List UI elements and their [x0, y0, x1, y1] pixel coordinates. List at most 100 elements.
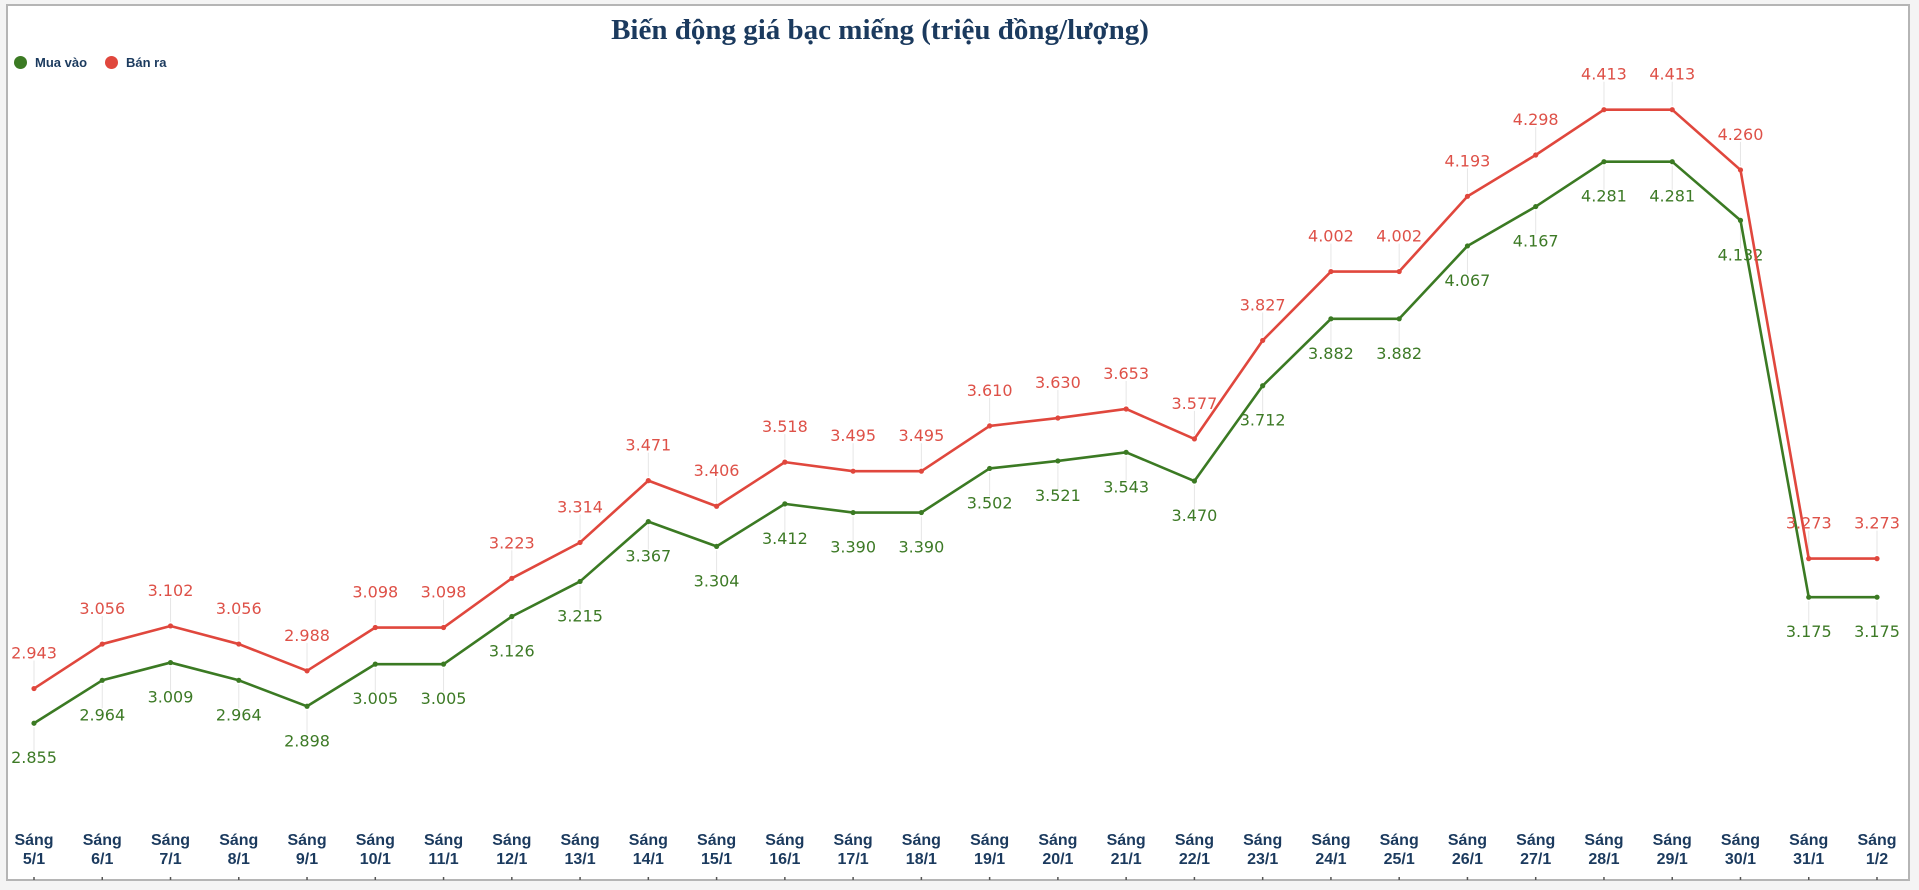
- data-point: [1533, 152, 1539, 158]
- series-line-ban-ra: [33, 108, 1877, 690]
- data-label: 4.260: [1718, 125, 1764, 144]
- data-point: [918, 468, 924, 474]
- data-point: [1260, 337, 1266, 344]
- x-tick-label: Sáng 7/1: [151, 832, 190, 868]
- x-tick-label: Sáng 5/1: [14, 832, 53, 868]
- x-tick-label: Sáng 12/1: [492, 832, 531, 868]
- data-label: 3.406: [694, 461, 740, 480]
- data-label: 4.193: [1445, 151, 1491, 170]
- data-label: 3.521: [1035, 486, 1081, 505]
- data-point: [1874, 594, 1880, 600]
- x-tick-label: Sáng 19/1: [970, 832, 1009, 868]
- data-point: [1055, 415, 1061, 421]
- data-point: [577, 539, 583, 546]
- data-point: [31, 685, 37, 692]
- data-point: [987, 465, 993, 472]
- data-label: 3.390: [830, 538, 876, 557]
- data-label: 3.882: [1308, 344, 1354, 363]
- data-label: 3.543: [1103, 477, 1149, 496]
- x-tick-label: Sáng 22/1: [1175, 832, 1214, 868]
- data-label: 4.281: [1581, 187, 1627, 206]
- data-label: 3.471: [625, 436, 671, 455]
- data-label: 3.630: [1035, 373, 1081, 392]
- data-point: [645, 518, 651, 525]
- data-label: 3.273: [1786, 514, 1832, 533]
- data-label: 3.367: [625, 547, 671, 566]
- data-label: 4.413: [1581, 65, 1627, 84]
- data-label: 3.098: [421, 583, 467, 602]
- x-tick-label: Sáng 13/1: [561, 832, 600, 868]
- data-label: 2.964: [216, 705, 262, 724]
- data-point: [1396, 316, 1402, 322]
- data-label: 4.002: [1376, 227, 1422, 246]
- data-point: [440, 624, 447, 631]
- data-point: [1328, 268, 1334, 275]
- data-label: 3.005: [352, 689, 398, 708]
- legend-marker-icon: [105, 56, 119, 69]
- data-point: [782, 501, 788, 507]
- data-point: [99, 677, 105, 683]
- x-tick-label: Sáng 16/1: [765, 832, 804, 868]
- data-point: [713, 543, 720, 550]
- data-point: [850, 509, 856, 516]
- data-point: [577, 578, 583, 585]
- data-point: [1737, 217, 1744, 223]
- data-point: [1806, 594, 1812, 600]
- data-point: [31, 720, 37, 726]
- data-label: 3.470: [1172, 506, 1218, 525]
- data-label: 3.056: [79, 599, 125, 618]
- data-label: 4.132: [1718, 245, 1764, 264]
- chart-frame: [6, 4, 1910, 881]
- data-point: [1737, 167, 1744, 173]
- data-label: 3.518: [762, 417, 808, 436]
- data-label: 3.175: [1854, 622, 1900, 641]
- data-point: [1396, 268, 1402, 275]
- x-tick-label: Sáng 20/1: [1038, 832, 1077, 868]
- series-line-mua-vao: [33, 160, 1877, 725]
- data-point: [713, 503, 720, 509]
- data-label: 3.005: [421, 689, 467, 708]
- data-point: [1191, 436, 1198, 442]
- data-point: [1123, 406, 1129, 412]
- data-point: [1055, 458, 1061, 464]
- data-label: 2.988: [284, 626, 330, 645]
- legend-label: Bán ra: [126, 55, 167, 70]
- data-label: 3.215: [557, 606, 603, 625]
- data-label: 4.281: [1649, 187, 1695, 206]
- data-point: [1123, 449, 1129, 455]
- chart-title: Biến động giá bạc miếng (triệu đồng/lượn…: [611, 14, 1149, 46]
- x-tick-label: Sáng 25/1: [1380, 832, 1419, 868]
- data-label: 2.855: [11, 748, 57, 767]
- data-label: 3.712: [1240, 411, 1286, 430]
- data-point: [1806, 556, 1812, 562]
- data-point: [236, 641, 242, 647]
- data-point: [304, 703, 310, 709]
- data-point: [850, 468, 856, 474]
- data-point: [645, 478, 651, 484]
- data-label: 3.126: [489, 641, 535, 660]
- data-label: 3.273: [1854, 514, 1900, 533]
- x-tick-label: Sáng 9/1: [287, 832, 326, 868]
- x-tick-label: Sáng 15/1: [697, 832, 736, 868]
- data-point: [167, 659, 174, 666]
- data-label: 3.502: [967, 493, 1013, 512]
- x-tick-label: Sáng 14/1: [629, 832, 668, 868]
- data-label: 3.304: [694, 571, 740, 590]
- data-point: [1464, 243, 1471, 249]
- legend: Mua vào Bán ra: [14, 55, 166, 70]
- x-tick-label: Sáng 26/1: [1448, 832, 1487, 868]
- data-point: [1669, 107, 1675, 113]
- x-tick-label: Sáng 24/1: [1311, 832, 1350, 868]
- data-label: 4.067: [1445, 271, 1491, 290]
- x-tick-label: Sáng 21/1: [1107, 832, 1146, 868]
- data-label: 3.098: [352, 583, 398, 602]
- data-label: 3.412: [762, 529, 808, 548]
- data-point: [372, 624, 378, 631]
- legend-item-ban-ra: Bán ra: [105, 55, 166, 70]
- data-point: [372, 661, 378, 667]
- data-label: 3.495: [830, 426, 876, 445]
- data-point: [509, 575, 515, 581]
- data-point: [782, 459, 788, 465]
- data-point: [236, 677, 242, 683]
- data-label: 3.223: [489, 533, 535, 552]
